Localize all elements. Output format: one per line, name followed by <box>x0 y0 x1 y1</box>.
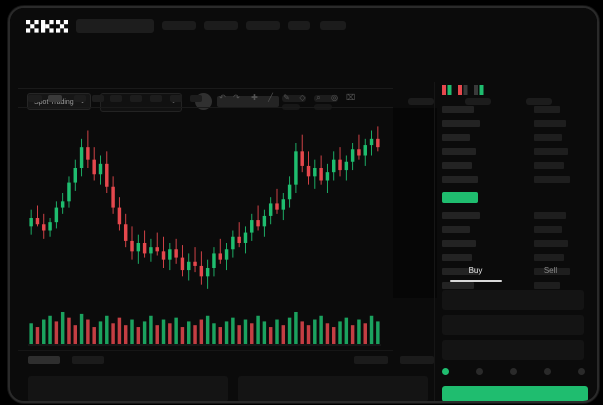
volume-chart <box>18 308 393 350</box>
order-field-3[interactable] <box>442 340 584 360</box>
app-screen: Spot Trading ⌄ ⌄ <box>10 8 597 401</box>
okx-logo-icon[interactable] <box>26 20 68 33</box>
candlestick-chart[interactable] <box>18 108 393 303</box>
stat-label-1 <box>282 95 306 102</box>
lock-icon[interactable]: ⌕ <box>316 93 321 102</box>
bid-price[interactable] <box>442 240 476 247</box>
bottom-tab-4[interactable] <box>400 356 434 364</box>
chevron-down-icon: ⌄ <box>170 99 176 105</box>
pager-dot[interactable] <box>442 368 449 375</box>
interval-1[interactable] <box>28 95 42 102</box>
bid-price[interactable] <box>442 254 472 261</box>
interval-3[interactable] <box>74 95 86 102</box>
brush-icon[interactable]: ✎ <box>283 93 290 102</box>
stat-label-5 <box>526 98 552 105</box>
tab-sell[interactable]: Sell <box>543 266 558 275</box>
order-field-2[interactable] <box>442 315 584 335</box>
pager-dot[interactable] <box>544 368 551 375</box>
eye-icon[interactable]: ◎ <box>331 93 338 102</box>
trendline-icon[interactable]: ╱ <box>268 93 273 102</box>
interval-4[interactable] <box>92 95 104 102</box>
bottom-panel-left <box>28 376 228 401</box>
bottom-tab-1[interactable] <box>28 356 60 364</box>
trading-mode-label: Spot Trading <box>34 99 74 106</box>
bottom-panel-right <box>238 376 428 401</box>
ask-price[interactable] <box>442 162 472 169</box>
bid-amount <box>534 254 564 261</box>
chart-bottom-divider <box>18 350 393 351</box>
bid-amount <box>534 282 560 289</box>
bid-amount <box>534 212 566 219</box>
magnet-icon[interactable]: ◇ <box>299 93 306 102</box>
pager-dot[interactable] <box>510 368 517 375</box>
book-both-icon[interactable] <box>442 85 452 95</box>
pager-dot[interactable] <box>476 368 483 375</box>
crosshair-icon[interactable]: ✚ <box>251 93 258 102</box>
trash-icon[interactable]: ⌧ <box>346 93 356 102</box>
bid-price[interactable] <box>442 282 474 289</box>
ask-price[interactable] <box>442 176 478 183</box>
pager-dot[interactable] <box>578 368 585 375</box>
interval-5[interactable] <box>110 95 122 102</box>
pager-dots[interactable] <box>442 368 592 378</box>
ask-amount <box>534 120 566 127</box>
ask-amount <box>534 148 568 155</box>
ask-amount <box>534 134 562 141</box>
search-input[interactable] <box>76 19 154 33</box>
bid-price[interactable] <box>442 226 470 233</box>
bid-price[interactable] <box>442 268 478 275</box>
order-book-header <box>438 82 588 98</box>
ask-amount <box>534 162 564 169</box>
bottom-tab-3[interactable] <box>354 356 388 364</box>
interval-7[interactable] <box>150 95 162 102</box>
trade-tabs: Buy Sell <box>438 260 588 282</box>
ask-price[interactable] <box>442 120 480 127</box>
nav-item-2[interactable] <box>204 21 238 30</box>
interval-8[interactable] <box>170 95 182 102</box>
tab-buy[interactable]: Buy <box>468 266 483 275</box>
order-book <box>438 82 588 332</box>
ask-price[interactable] <box>442 148 476 155</box>
interval-9[interactable] <box>190 95 202 102</box>
chart-toolbar: ↶ ↷ ✚ ╱ ✎ ◇ ⌕ ◎ ⌧ <box>18 88 393 108</box>
book-bids-icon[interactable] <box>474 85 484 95</box>
bid-amount <box>534 240 568 247</box>
nav-item-5[interactable] <box>320 21 346 30</box>
nav-item-1[interactable] <box>162 21 196 30</box>
stat-label-4 <box>465 98 491 105</box>
bid-amount <box>534 268 570 275</box>
interval-6[interactable] <box>130 95 142 102</box>
order-field-1[interactable] <box>442 290 584 310</box>
bid-price[interactable] <box>442 212 480 219</box>
bid-amount <box>534 226 562 233</box>
device-frame: Spot Trading ⌄ ⌄ <box>8 6 599 403</box>
stat-label-3 <box>408 98 434 105</box>
top-navigation-bar <box>10 8 597 42</box>
nav-item-4[interactable] <box>288 21 310 30</box>
ask-price[interactable] <box>442 106 474 113</box>
mid-price-highlight <box>442 192 478 203</box>
ask-amount <box>534 106 560 113</box>
book-asks-icon[interactable] <box>458 85 468 95</box>
interval-2-active[interactable] <box>48 95 62 102</box>
undo-icon[interactable]: ↶ <box>219 93 226 102</box>
ask-amount <box>534 176 570 183</box>
bottom-tab-2[interactable] <box>72 356 104 364</box>
market-info-bar: Spot Trading ⌄ ⌄ <box>10 42 597 112</box>
stat-label-2 <box>314 95 338 102</box>
nav-item-3[interactable] <box>246 21 280 30</box>
tab-active-underline <box>450 280 502 282</box>
submit-buy-button[interactable] <box>442 386 588 401</box>
chevron-down-icon: ⌄ <box>79 99 85 105</box>
pair-name-label <box>217 96 279 107</box>
panel-divider <box>434 82 435 401</box>
redo-icon[interactable]: ↷ <box>233 93 240 102</box>
chart-right-gutter <box>393 108 437 298</box>
ask-price[interactable] <box>442 134 470 141</box>
